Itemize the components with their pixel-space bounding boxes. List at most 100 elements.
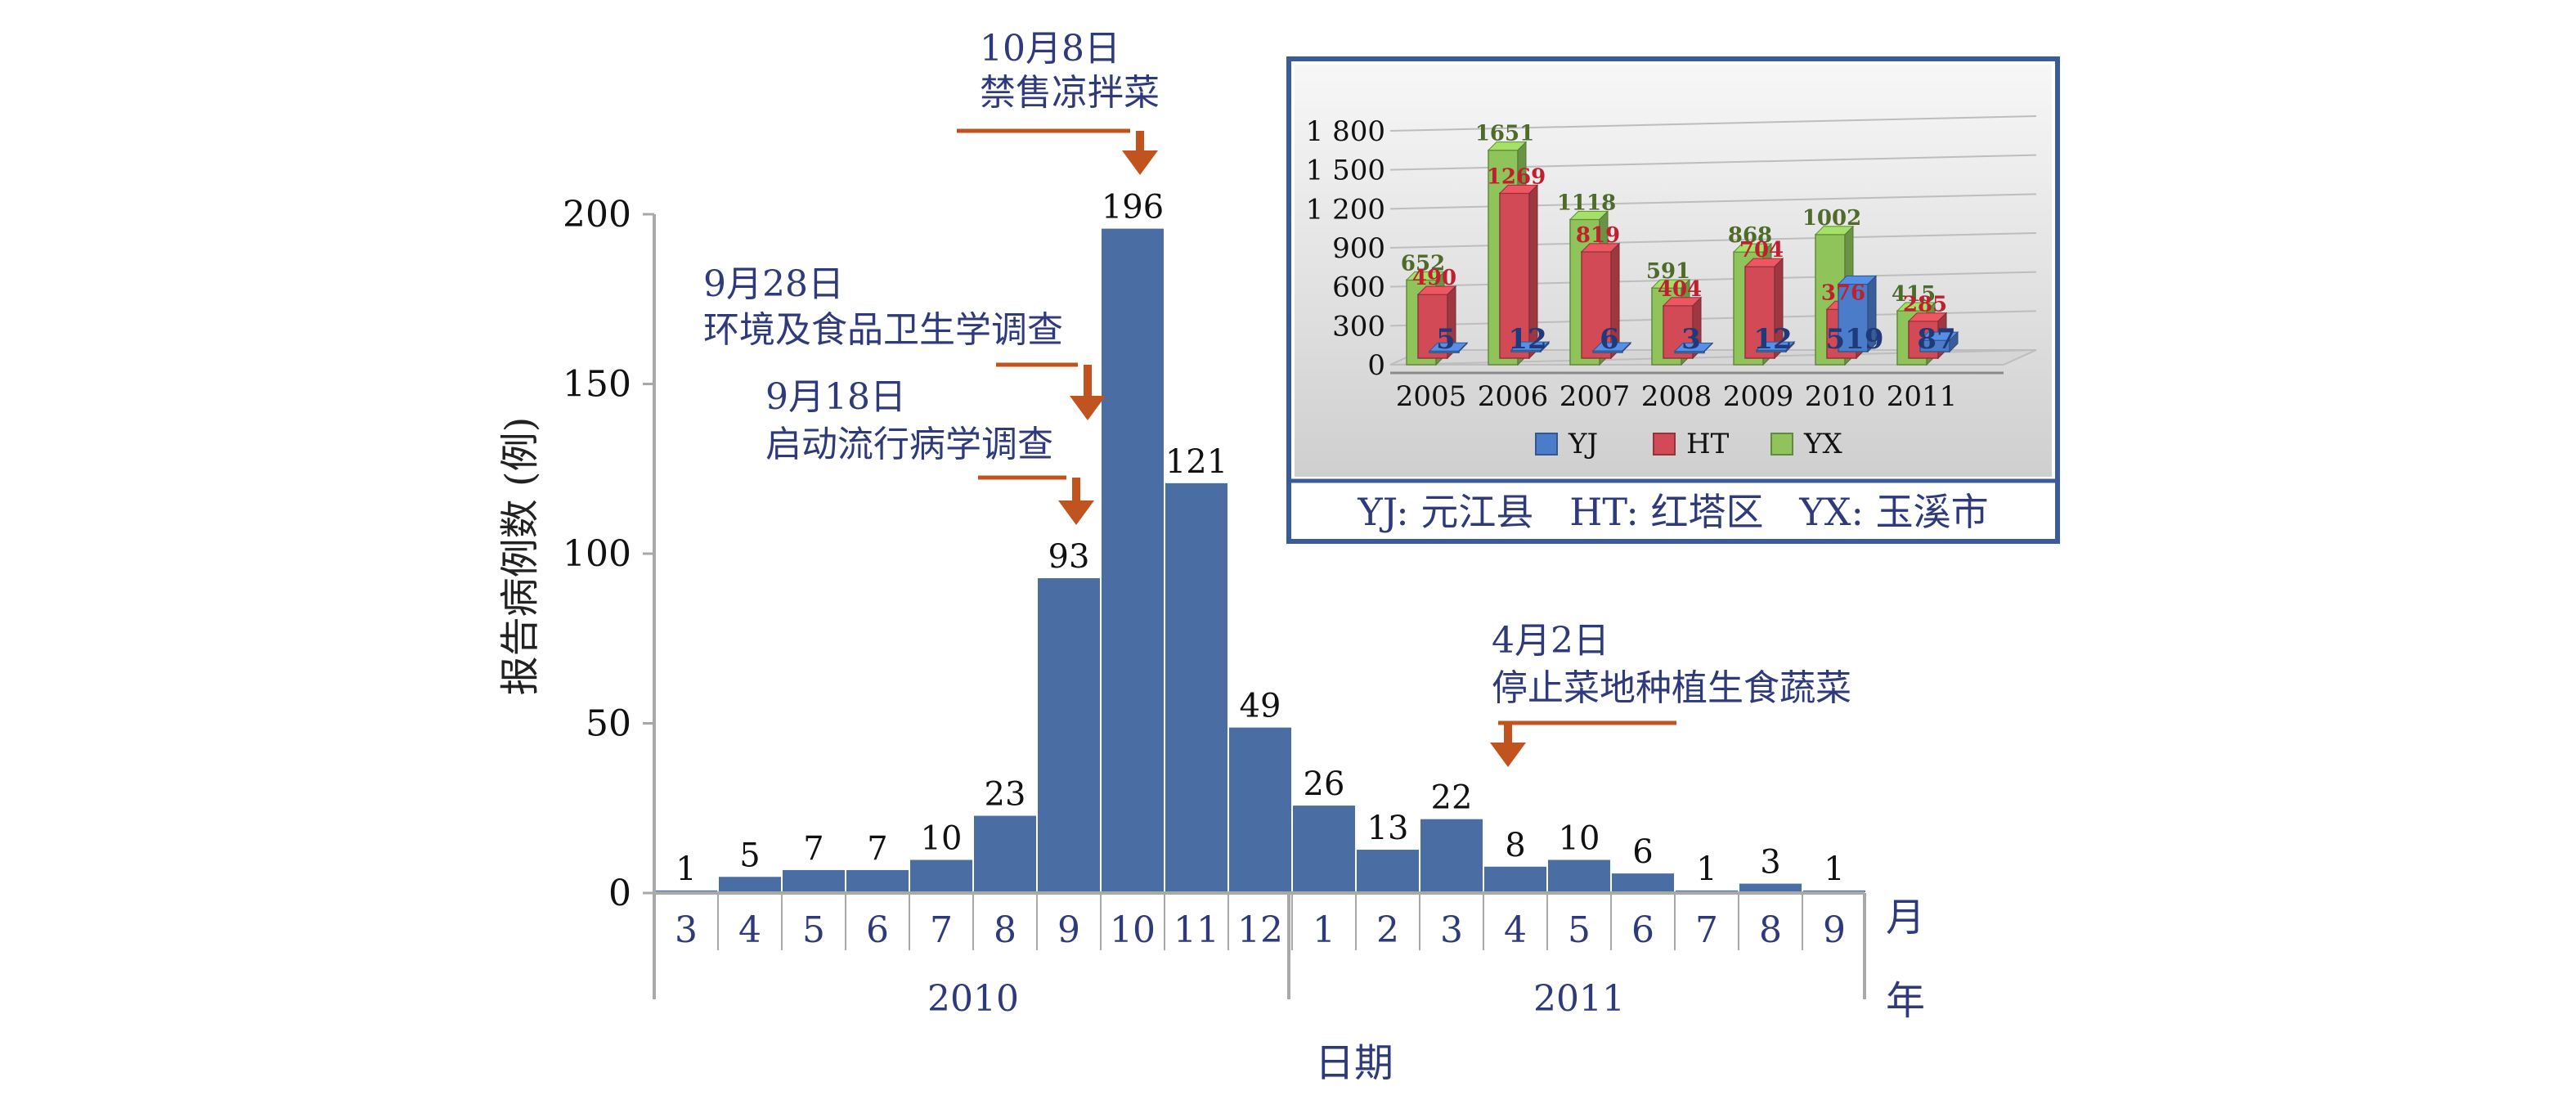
annotation-text: 禁售凉拌菜 bbox=[980, 72, 1160, 114]
annotation-date: 9月18日 bbox=[765, 376, 906, 418]
inset-legend-item: YX bbox=[1770, 428, 1842, 460]
bar bbox=[1227, 725, 1293, 895]
bar bbox=[1100, 227, 1165, 895]
inset-y-tick-label: 600 bbox=[1332, 272, 1385, 304]
inset-bar-value-label: 6 bbox=[1600, 323, 1619, 356]
x-tick-label: 10 bbox=[1110, 909, 1156, 951]
inset-bar-value-label: 3 bbox=[1681, 323, 1701, 356]
inset-bar-value-label: 1651 bbox=[1475, 122, 1534, 146]
bar-value-label: 10 bbox=[921, 820, 963, 858]
bar bbox=[1036, 577, 1102, 894]
inset-bar-value-label: 490 bbox=[1412, 266, 1456, 290]
y-tick-label: 200 bbox=[563, 194, 631, 236]
inset-legend: YJ HT YX bbox=[1535, 428, 1842, 460]
bar bbox=[1610, 872, 1676, 894]
annotation-sep28: 9月28日 环境及食品卫生学调查 bbox=[703, 263, 1063, 351]
inset-bars bbox=[1405, 141, 1959, 366]
bar-value-label: 1 bbox=[675, 850, 696, 888]
inset-y-tick-label: 300 bbox=[1332, 310, 1385, 343]
y-tick-label: 150 bbox=[563, 364, 631, 406]
bar bbox=[909, 858, 974, 894]
inset-bar bbox=[1673, 342, 1714, 354]
inset-bar-value-label: 404 bbox=[1658, 277, 1702, 302]
x-tick-label: 7 bbox=[930, 909, 953, 951]
bar-value-label: 1 bbox=[1696, 850, 1717, 888]
inset-y-tick-label: 1 200 bbox=[1306, 193, 1385, 226]
bar bbox=[1291, 804, 1357, 894]
bar-value-label: 23 bbox=[985, 776, 1026, 814]
inset-bar-value-label: 376 bbox=[1821, 280, 1865, 305]
inset-bar-value-label: 1002 bbox=[1802, 206, 1861, 231]
inset-bar bbox=[1591, 341, 1632, 353]
bar bbox=[1355, 848, 1420, 895]
x-tick-label: 7 bbox=[1695, 909, 1718, 951]
bar bbox=[1164, 481, 1229, 894]
annotation-date: 10月8日 bbox=[980, 28, 1120, 70]
y-tick-label: 50 bbox=[586, 703, 631, 745]
annotation-arrow-apr2 bbox=[1490, 720, 1676, 767]
inset-bar-value-label: 415 bbox=[1892, 282, 1936, 307]
x-tick-label: 1 bbox=[1313, 909, 1335, 951]
x-tick-label: 3 bbox=[1440, 909, 1463, 951]
inset-bar-value-label: 1269 bbox=[1487, 164, 1546, 189]
bar-value-label: 7 bbox=[867, 830, 887, 868]
x-tick-label: 8 bbox=[1759, 909, 1782, 951]
bar-value-label: 1 bbox=[1824, 850, 1844, 888]
x-axis-title: 日期 bbox=[1315, 1040, 1393, 1086]
legend-swatch bbox=[1653, 433, 1676, 456]
inset-plot-background bbox=[1295, 65, 2052, 477]
bar-value-label: 13 bbox=[1367, 810, 1409, 847]
inset-bar-value-label: 519 bbox=[1826, 323, 1884, 356]
inset-bar-value-label: 1118 bbox=[1557, 191, 1616, 215]
annotation-arrow-oct8 bbox=[957, 128, 1158, 175]
inset-x-tick-labels: 2005 2006 2007 2008 2009 2010 2011 bbox=[1396, 380, 1958, 413]
inset-bar-value-label: 704 bbox=[1739, 238, 1784, 263]
annotation-oct8: 10月8日 禁售凉拌菜 bbox=[980, 28, 1160, 114]
bar-value-label: 196 bbox=[1102, 189, 1164, 227]
year-unit-label: 年 bbox=[1886, 978, 1925, 1024]
bar-value-label: 26 bbox=[1304, 765, 1345, 803]
inset-bar-value-label: 819 bbox=[1576, 223, 1620, 248]
legend-label: YJ bbox=[1568, 428, 1598, 460]
legend-swatch bbox=[1535, 433, 1558, 456]
inset-x-tick-label: 2006 bbox=[1478, 380, 1549, 413]
annotation-text: 停止菜地种植生食蔬菜 bbox=[1492, 667, 1851, 709]
inset-bar-value-label: 285 bbox=[1903, 293, 1947, 317]
annotation-arrow-sep18 bbox=[978, 475, 1094, 525]
y-axis-title: 报告病例数 (例) bbox=[497, 417, 543, 696]
inset-x-tick-label: 2010 bbox=[1805, 380, 1876, 413]
inset-x-tick-label: 2008 bbox=[1641, 380, 1712, 413]
annotation-sep18: 9月18日 启动流行病学调查 bbox=[765, 376, 1053, 465]
x-tick-label: 3 bbox=[675, 909, 698, 951]
x-tick-label: 6 bbox=[1631, 909, 1654, 951]
bar bbox=[1483, 864, 1548, 895]
inset-bar bbox=[1837, 275, 1878, 353]
inset-y-tick-label: 0 bbox=[1367, 349, 1385, 382]
inset-bar bbox=[1755, 340, 1796, 353]
inset-x-tick-label: 2005 bbox=[1396, 380, 1467, 413]
bar bbox=[972, 814, 1038, 894]
inset-y-tick-labels: 0 300 600 900 1 200 1 500 1 800 bbox=[1306, 115, 1385, 382]
inset-x-tick-label: 2007 bbox=[1560, 380, 1631, 413]
inset-x-tick-label: 2011 bbox=[1887, 380, 1958, 413]
bar bbox=[845, 868, 910, 894]
x-tick-label: 5 bbox=[802, 909, 825, 951]
inset-legend-item: HT bbox=[1653, 428, 1730, 460]
year-label: 2010 bbox=[927, 978, 1019, 1020]
inset-bar-value-label: 868 bbox=[1728, 223, 1772, 248]
annotation-date: 4月2日 bbox=[1492, 620, 1609, 662]
x-tick-label: 6 bbox=[866, 909, 889, 951]
inset-caption: YJ: 元江县 HT: 红塔区 YX: 玉溪市 bbox=[1357, 490, 1988, 534]
inset-bar-value-label: 5 bbox=[1436, 323, 1456, 356]
legend-label: HT bbox=[1686, 428, 1730, 460]
inset-bar bbox=[1428, 341, 1469, 353]
bar-value-label: 3 bbox=[1760, 844, 1780, 882]
y-tick-label: 100 bbox=[563, 533, 631, 575]
x-tick-label: 9 bbox=[1057, 909, 1080, 951]
main-bars bbox=[653, 227, 1867, 895]
x-tick-label: 9 bbox=[1823, 909, 1846, 951]
